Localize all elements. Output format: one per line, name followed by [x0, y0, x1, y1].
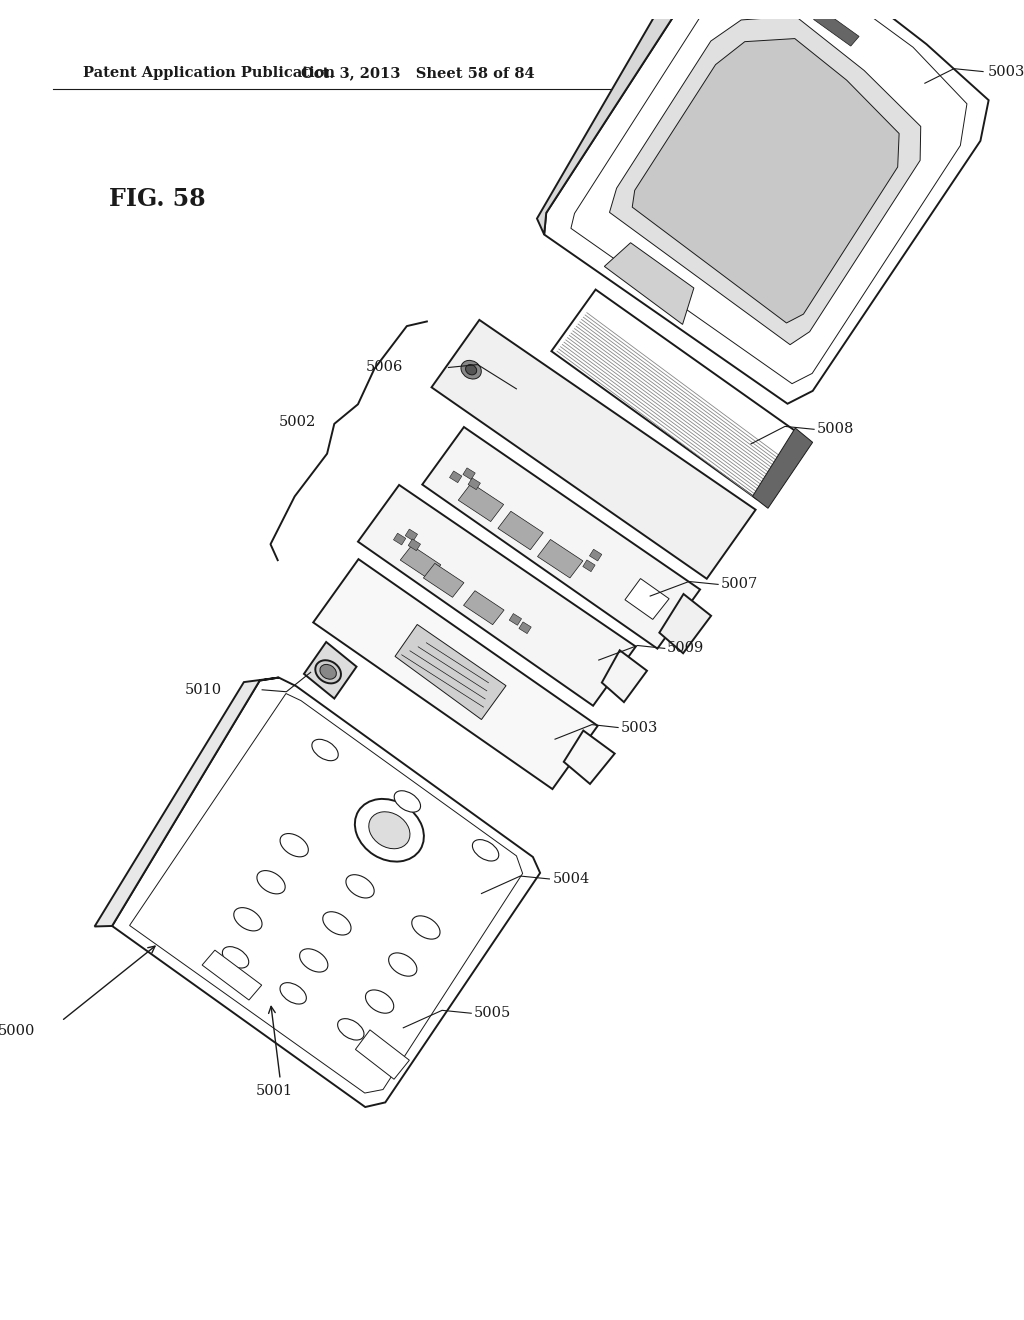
Polygon shape — [551, 289, 802, 499]
Ellipse shape — [472, 840, 499, 861]
Polygon shape — [130, 693, 522, 1093]
Ellipse shape — [323, 912, 351, 935]
Ellipse shape — [312, 739, 338, 760]
Ellipse shape — [366, 990, 394, 1014]
Polygon shape — [602, 651, 647, 702]
Text: 5002: 5002 — [279, 416, 315, 429]
Polygon shape — [464, 591, 504, 624]
Polygon shape — [814, 9, 859, 46]
Polygon shape — [583, 560, 595, 572]
Polygon shape — [112, 677, 540, 1107]
Text: Patent Application Publication: Patent Application Publication — [83, 66, 335, 79]
Text: 5003: 5003 — [621, 721, 658, 734]
Text: 5000: 5000 — [0, 1024, 36, 1038]
Text: Oct. 3, 2013   Sheet 58 of 84: Oct. 3, 2013 Sheet 58 of 84 — [301, 66, 535, 79]
Polygon shape — [393, 533, 406, 545]
Ellipse shape — [394, 791, 421, 812]
Ellipse shape — [222, 946, 249, 968]
Ellipse shape — [257, 871, 286, 894]
Ellipse shape — [461, 360, 481, 379]
Ellipse shape — [319, 664, 336, 680]
Polygon shape — [604, 243, 694, 325]
Ellipse shape — [355, 799, 424, 862]
Polygon shape — [537, 0, 741, 235]
Polygon shape — [590, 549, 602, 561]
Polygon shape — [459, 483, 504, 521]
Polygon shape — [625, 578, 669, 619]
Ellipse shape — [466, 364, 477, 375]
Text: 5003: 5003 — [988, 65, 1024, 79]
Ellipse shape — [412, 916, 440, 939]
Polygon shape — [519, 622, 531, 634]
Polygon shape — [659, 594, 711, 653]
Polygon shape — [400, 545, 440, 579]
Text: 5006: 5006 — [366, 360, 403, 375]
Polygon shape — [355, 1030, 410, 1080]
Polygon shape — [406, 529, 418, 541]
Polygon shape — [423, 564, 464, 598]
Polygon shape — [431, 319, 756, 578]
Polygon shape — [632, 38, 899, 323]
Text: 5005: 5005 — [474, 1006, 511, 1020]
Text: 5010: 5010 — [184, 682, 221, 697]
Polygon shape — [395, 624, 506, 719]
Polygon shape — [202, 950, 262, 1001]
Ellipse shape — [315, 660, 341, 684]
Text: 5007: 5007 — [721, 577, 759, 591]
Polygon shape — [544, 0, 988, 404]
Polygon shape — [313, 560, 598, 789]
Polygon shape — [609, 16, 921, 345]
Polygon shape — [509, 614, 521, 626]
Polygon shape — [753, 428, 813, 508]
Polygon shape — [463, 467, 475, 479]
Polygon shape — [358, 484, 636, 706]
Text: US 2013/0256672 A1: US 2013/0256672 A1 — [740, 66, 912, 79]
Ellipse shape — [280, 833, 308, 857]
Text: 5001: 5001 — [256, 1085, 293, 1098]
Polygon shape — [94, 677, 279, 927]
Ellipse shape — [233, 908, 262, 931]
Ellipse shape — [369, 812, 410, 849]
Polygon shape — [422, 426, 700, 648]
Polygon shape — [468, 478, 480, 490]
Polygon shape — [498, 511, 544, 549]
Text: 5004: 5004 — [552, 873, 590, 886]
Ellipse shape — [346, 875, 374, 898]
Ellipse shape — [300, 949, 328, 972]
Text: 5008: 5008 — [817, 422, 854, 437]
Polygon shape — [450, 471, 462, 483]
Polygon shape — [571, 0, 967, 384]
Polygon shape — [304, 642, 356, 698]
Polygon shape — [538, 540, 583, 578]
Ellipse shape — [389, 953, 417, 977]
Ellipse shape — [338, 1019, 364, 1040]
Ellipse shape — [280, 982, 306, 1005]
Text: FIG. 58: FIG. 58 — [109, 187, 206, 211]
Polygon shape — [564, 730, 614, 784]
Polygon shape — [409, 539, 421, 550]
Text: 5009: 5009 — [667, 642, 703, 656]
